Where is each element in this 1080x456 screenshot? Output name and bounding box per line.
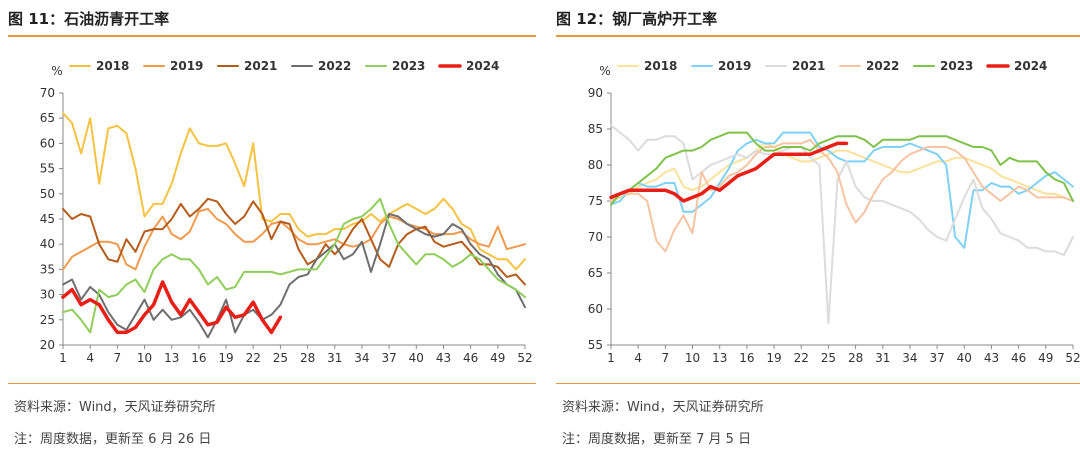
title-divider: [556, 35, 1080, 37]
x-tick-label: 7: [114, 351, 122, 365]
x-tick-label: 52: [1065, 351, 1080, 365]
legend-label: 2023: [392, 59, 425, 73]
y-tick-label: 60: [588, 302, 603, 316]
footer-divider: [556, 383, 1080, 384]
legend-label: 2021: [792, 59, 825, 73]
legend-label: 2018: [96, 59, 129, 73]
x-tick-label: 22: [246, 351, 261, 365]
x-tick-label: 46: [1011, 351, 1026, 365]
y-tick-label: 80: [588, 158, 603, 172]
x-tick-label: 25: [273, 351, 288, 365]
series-line-2018: [610, 142, 1074, 202]
chart-panel-asphalt: 图 11：石油沥青开工率 % 20 25 30 35 40 45 50 55 60 65 70 1 4 7 1…: [8, 0, 536, 456]
y-tick-label: 65: [40, 111, 55, 125]
x-tick-label: 4: [634, 351, 642, 365]
legend-label: 2019: [170, 59, 203, 73]
legend-label: 2023: [940, 59, 973, 73]
series-line-2022: [610, 138, 1074, 253]
y-tick-label: 25: [40, 313, 55, 327]
legend: 2018 2019 2021 2022 2023 2024: [69, 59, 499, 73]
legend: 2018 2019 2021 2022 2023 2024: [617, 59, 1047, 73]
line-chart-asphalt: % 20 25 30 35 40 45 50 55 60 65 70 1 4 7 10 13 16 19 22 25 28…: [40, 59, 533, 365]
x-tick-label: 19: [218, 351, 233, 365]
x-tick-label: 4: [86, 351, 94, 365]
y-tick-label: 20: [40, 338, 55, 352]
line-chart-blast-furnace: % 55 60 65 70 75 80 85 90 1 4 7 10 13 16 19 22 25 28 31 34 37…: [588, 59, 1080, 365]
series-line-2024: [61, 280, 283, 335]
y-tick-label: 55: [40, 162, 55, 176]
footer-divider: [8, 383, 536, 384]
legend-label: 2022: [866, 59, 899, 73]
source-text: 资料来源：Wind，天风证券研究所: [14, 400, 216, 415]
legend-label: 2024: [1014, 59, 1047, 73]
y-axis-label: %: [51, 64, 62, 78]
legend-label: 2018: [644, 59, 677, 73]
x-tick-label: 34: [354, 351, 369, 365]
legend-label: 2022: [318, 59, 351, 73]
series-line-2018: [62, 112, 526, 271]
x-tick-label: 43: [436, 351, 451, 365]
x-tick-label: 1: [59, 351, 67, 365]
x-tick-label: 10: [137, 351, 152, 365]
y-tick-label: 75: [588, 194, 603, 208]
chart-title: 图 12：钢厂高炉开工率: [556, 10, 718, 28]
x-tick-label: 7: [662, 351, 670, 365]
x-tick-label: 28: [300, 351, 315, 365]
x-tick-label: 40: [957, 351, 972, 365]
x-tick-label: 1: [607, 351, 615, 365]
source-text: 资料来源：Wind，天风证券研究所: [562, 400, 764, 415]
x-tick-label: 40: [409, 351, 424, 365]
note-text: 注：周度数据，更新至 7 月 5 日: [562, 432, 752, 447]
x-tick-label: 16: [739, 351, 754, 365]
chart-title: 图 11：石油沥青开工率: [8, 10, 170, 28]
y-tick-label: 85: [588, 122, 603, 136]
chart-panel-blast-furnace: 图 12：钢厂高炉开工率 % 55 60 65 70 75 80 85 90 1 4 7 10 13 16 1…: [556, 0, 1080, 456]
x-tick-label: 49: [1038, 351, 1053, 365]
x-tick-label: 49: [490, 351, 505, 365]
legend-label: 2024: [466, 59, 499, 73]
series-line-2021: [62, 197, 526, 286]
x-tick-label: 13: [712, 351, 727, 365]
y-tick-label: 40: [40, 237, 55, 251]
y-axis-label: %: [599, 64, 610, 78]
x-tick-label: 52: [517, 351, 532, 365]
series-line-2024: [609, 141, 849, 203]
x-tick-label: 22: [794, 351, 809, 365]
x-tick-label: 31: [327, 351, 342, 365]
y-tick-label: 60: [40, 136, 55, 150]
x-tick-label: 10: [685, 351, 700, 365]
series-line-2021: [610, 124, 1074, 325]
x-tick-label: 31: [875, 351, 890, 365]
x-tick-label: 19: [766, 351, 781, 365]
series-line-2023: [62, 197, 526, 334]
legend-label: 2019: [718, 59, 751, 73]
x-tick-label: 46: [463, 351, 478, 365]
x-tick-label: 16: [191, 351, 206, 365]
x-tick-label: 28: [848, 351, 863, 365]
series-line-2022: [62, 213, 526, 339]
series-line-2023: [610, 131, 1074, 206]
x-tick-label: 34: [902, 351, 917, 365]
y-tick-label: 70: [40, 86, 55, 100]
y-tick-label: 45: [40, 212, 55, 226]
series-line-2019: [610, 131, 1074, 249]
title-divider: [8, 35, 536, 37]
y-tick-label: 35: [40, 262, 55, 276]
x-tick-label: 37: [381, 351, 396, 365]
y-tick-label: 90: [588, 86, 603, 100]
x-tick-label: 25: [821, 351, 836, 365]
legend-label: 2021: [244, 59, 277, 73]
y-tick-label: 30: [40, 288, 55, 302]
x-tick-label: 13: [164, 351, 179, 365]
y-tick-label: 55: [588, 338, 603, 352]
x-tick-label: 43: [984, 351, 999, 365]
x-tick-label: 37: [929, 351, 944, 365]
y-tick-label: 65: [588, 266, 603, 280]
y-tick-label: 70: [588, 230, 603, 244]
y-tick-label: 50: [40, 187, 55, 201]
note-text: 注：周度数据，更新至 6 月 26 日: [14, 432, 212, 447]
